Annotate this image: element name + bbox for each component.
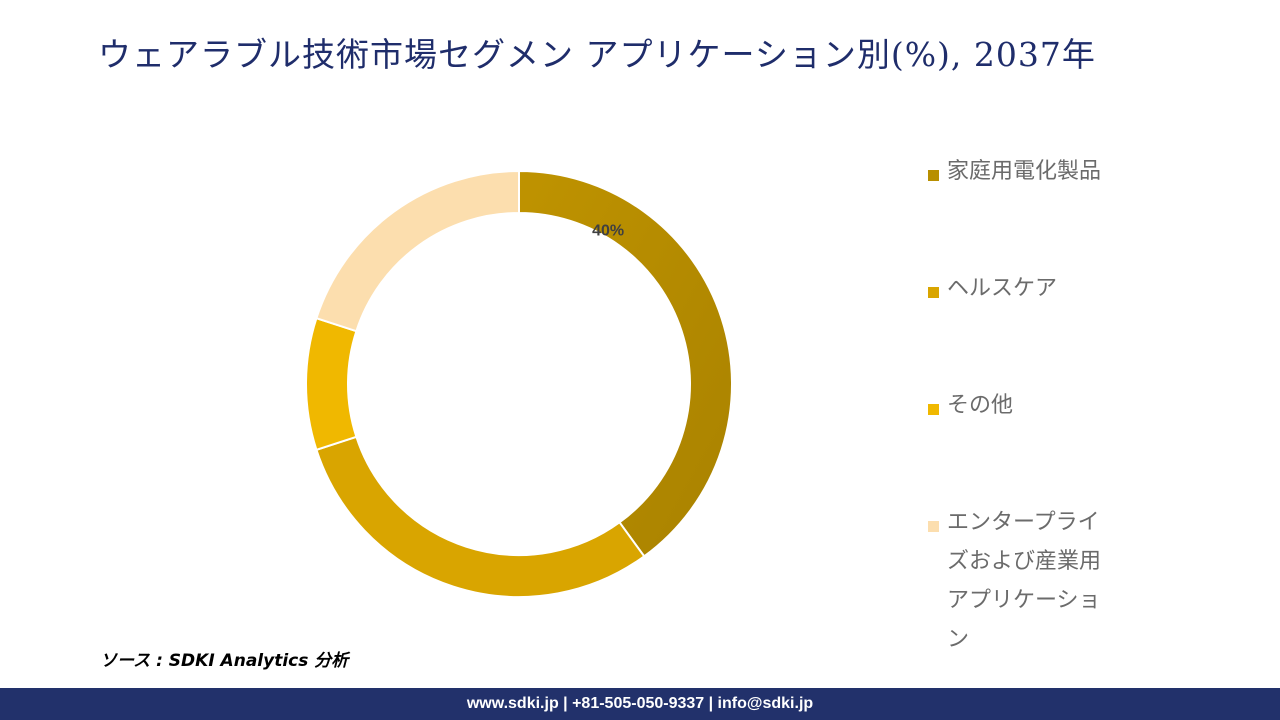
legend-swatch <box>928 404 939 415</box>
legend-item-enterprise-industrial: エンタープライズおよび産業用アプリケーション <box>928 510 1119 659</box>
legend-label: エンタープライズおよび産業用アプリケーション <box>947 510 1102 652</box>
legend-swatch <box>928 287 939 298</box>
legend-swatch <box>928 521 939 532</box>
slice-other <box>305 316 358 452</box>
slice-enterprise-industrial <box>315 169 520 333</box>
data-label: 40% <box>592 222 624 239</box>
legend-item-healthcare: ヘルスケア <box>928 276 1119 308</box>
source-note: ソース : SDKI Analytics 分析 <box>100 651 349 671</box>
legend-item-other: その他 <box>928 393 1119 425</box>
slice-consumer-electronics <box>518 169 733 558</box>
legend-label: ヘルスケア <box>947 276 1058 301</box>
legend-swatch <box>928 170 939 181</box>
footer-contact-bar: www.sdki.jp | +81-505-050-9337 | info@sd… <box>0 688 1280 720</box>
slice-healthcare <box>315 435 646 598</box>
legend-label: その他 <box>947 393 1014 418</box>
legend-label: 家庭用電化製品 <box>947 159 1102 184</box>
legend-item-consumer-electronics: 家庭用電化製品 <box>928 159 1119 191</box>
chart-title: ウェアラブル技術市場セグメン アプリケーション別(%), 2037年 <box>98 35 1096 74</box>
